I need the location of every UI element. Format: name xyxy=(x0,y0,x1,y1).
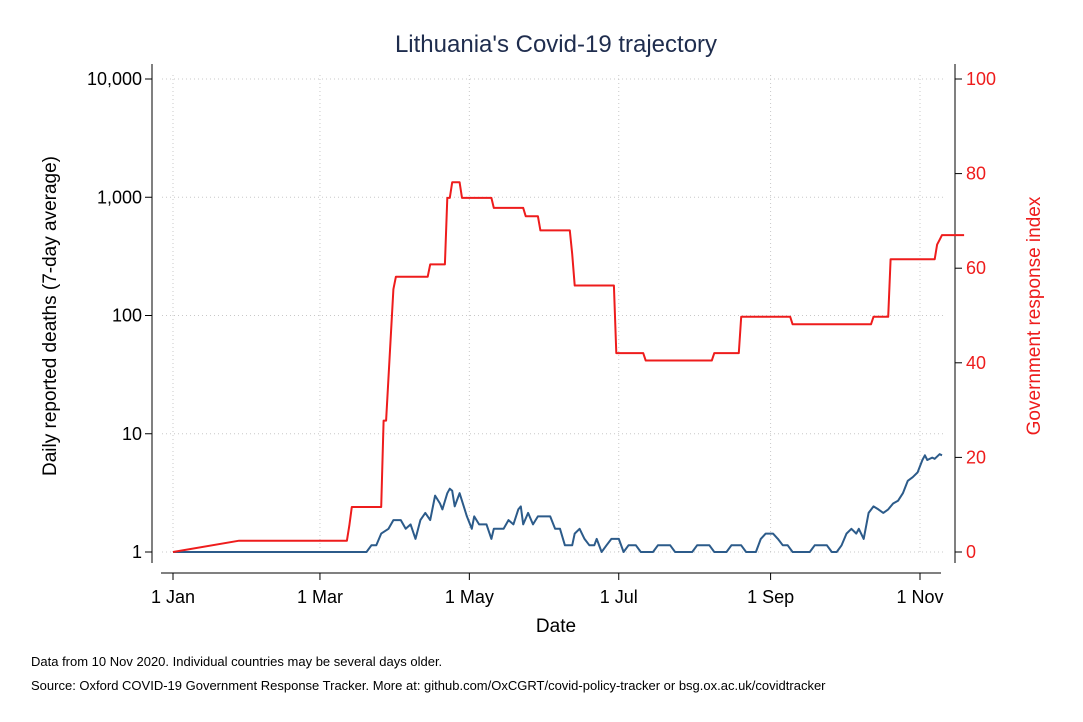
grid-lines xyxy=(162,75,945,553)
y-tick-label: 100 xyxy=(112,306,142,326)
x-tick-label: 1 Sep xyxy=(747,587,794,607)
y2-axis-label: Government response index xyxy=(1024,196,1045,435)
y2-tick-label: 100 xyxy=(966,69,996,89)
series-line-government-response-index xyxy=(172,181,965,553)
x-tick-label: 1 Mar xyxy=(297,587,343,607)
footnote-source: Source: Oxford COVID-19 Government Respo… xyxy=(31,678,826,693)
y2-tick-label: 20 xyxy=(966,447,986,467)
x-tick-label: 1 Jan xyxy=(151,587,195,607)
x-tick-label: 1 Nov xyxy=(896,587,943,607)
x-axis-label: Date xyxy=(536,616,576,637)
y-tick-label: 1,000 xyxy=(97,187,142,207)
y-tick-label: 1 xyxy=(132,542,142,562)
y-tick-label: 10 xyxy=(122,424,142,444)
x-tick-label: 1 May xyxy=(445,587,494,607)
y-axis-label: Daily reported deaths (7-day average) xyxy=(40,156,61,476)
y2-tick-label: 60 xyxy=(966,258,986,278)
y2-tick-label: 80 xyxy=(966,164,986,184)
chart-title: Lithuania's Covid-19 trajectory xyxy=(395,31,717,58)
x-tick-label: 1 Jul xyxy=(600,587,638,607)
y-tick-label: 10,000 xyxy=(87,69,142,89)
footnote-data-date: Data from 10 Nov 2020. Individual countr… xyxy=(31,654,443,669)
y2-tick-label: 0 xyxy=(966,542,976,562)
y2-tick-label: 40 xyxy=(966,353,986,373)
series-lines xyxy=(172,181,965,553)
tick-labels: 1 Jan 1 Mar 1 May 1 Jul 1 Sep 1 Nov 1 10 100 1,00… xyxy=(87,69,996,607)
axes xyxy=(145,64,962,580)
series-line-daily-deaths xyxy=(173,453,943,553)
